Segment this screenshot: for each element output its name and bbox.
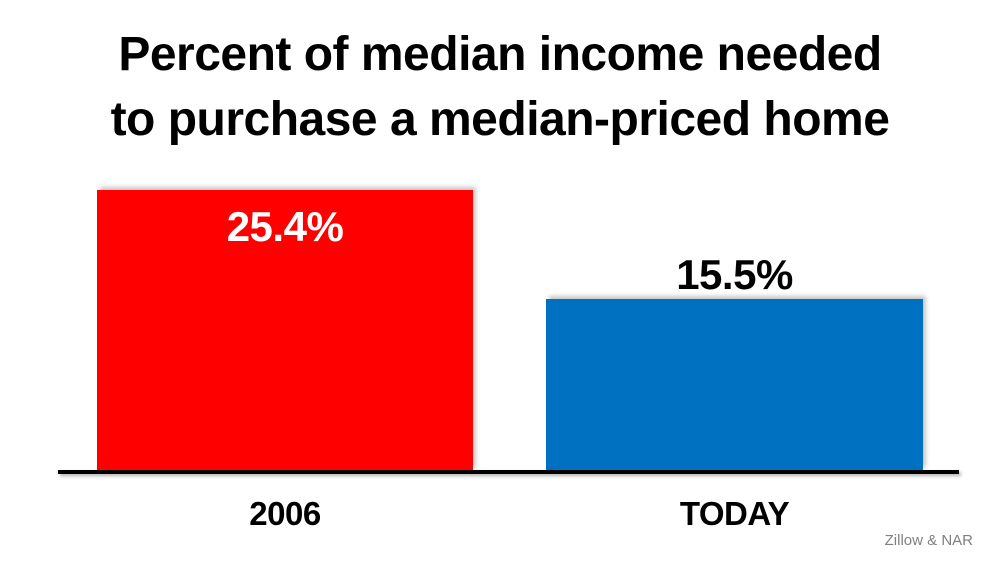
bar-2006: 25.4% [97,190,473,470]
chart-title-line2: to purchase a median-priced home [110,93,890,146]
x-axis-line [58,470,959,474]
bar-today-value-label: 15.5% [676,251,793,298]
x-axis-label-today: TODAY [679,495,790,532]
bar-2006-value-label: 25.4% [226,203,344,250]
chart-title-line1: Percent of median income needed [118,28,882,81]
x-axis-label-2006: 2006 [249,495,321,532]
bar-today [546,299,923,470]
source-attribution: Zillow & NAR [884,532,973,549]
chart-title: Percent of median income needed to purch… [0,22,1000,152]
